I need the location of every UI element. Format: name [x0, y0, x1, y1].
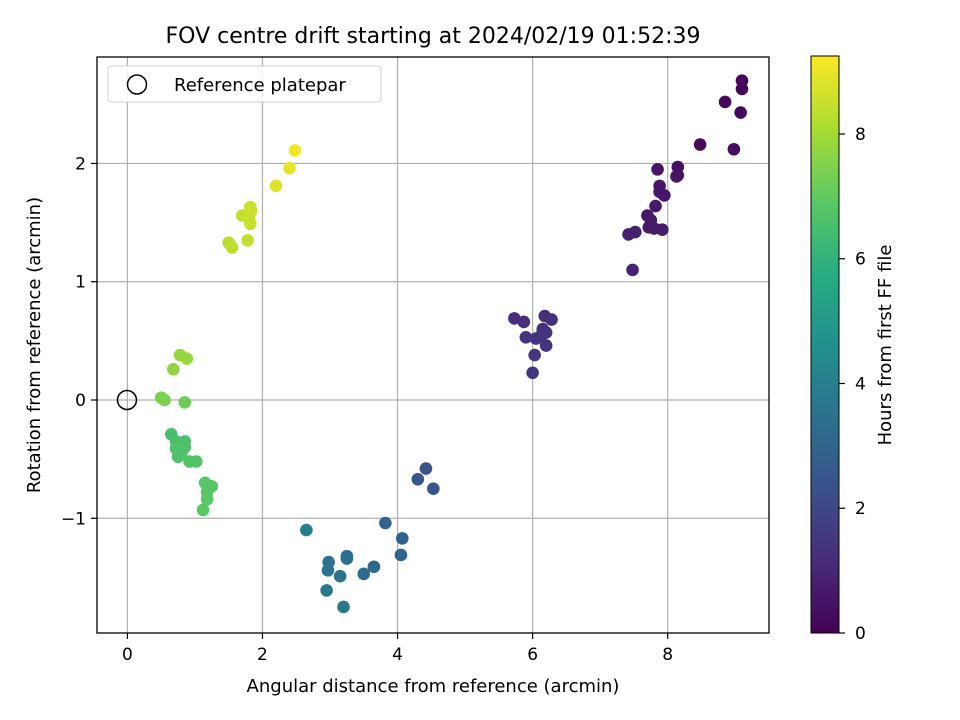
y-axis-label: Rotation from reference (arcmin): [24, 197, 45, 493]
y-axis-ticks: −1 0 1 2: [61, 154, 97, 529]
grid-lines: [97, 57, 769, 633]
data-point: [196, 503, 210, 517]
y-tick-label: 2: [75, 154, 86, 174]
colorbar-gradient: [810, 55, 840, 634]
data-point: [395, 532, 409, 545]
data-point: [427, 482, 440, 496]
data-point: [718, 95, 732, 109]
data-point: [244, 217, 257, 231]
data-point: [528, 348, 541, 362]
x-axis-label: Angular distance from reference (arcmin): [247, 676, 620, 697]
data-point: [320, 584, 333, 597]
data-point: [411, 472, 425, 486]
legend: Reference platepar: [107, 65, 382, 103]
y-tick-label: −1: [61, 509, 86, 529]
data-point: [283, 161, 296, 175]
data-point: [519, 331, 533, 344]
colorbar-tick-label: 2: [855, 499, 866, 519]
data-point: [649, 199, 662, 213]
data-point: [394, 548, 408, 562]
data-point: [419, 462, 433, 475]
x-tick-label: 0: [122, 645, 133, 665]
colorbar-ticks: 0 2 4 6 8: [839, 125, 866, 644]
data-point: [178, 396, 192, 409]
legend-marker-icon: [126, 74, 148, 95]
data-point: [167, 362, 180, 376]
x-tick-label: 2: [257, 645, 268, 665]
x-tick-label: 6: [527, 645, 538, 665]
colorbar-tick-label: 8: [855, 125, 866, 145]
plot-area-frame: [96, 56, 770, 634]
data-point: [337, 600, 350, 614]
data-point: [539, 339, 553, 352]
data-point: [734, 106, 747, 119]
data-point: [367, 560, 381, 574]
data-point: [651, 163, 664, 176]
data-point: [244, 204, 258, 218]
data-point: [171, 450, 185, 464]
data-point: [333, 569, 347, 583]
data-point: [526, 366, 539, 380]
reference-platepar-marker: [116, 389, 138, 411]
y-tick-label: 1: [75, 273, 86, 293]
data-point: [357, 567, 371, 581]
data-point: [200, 493, 214, 506]
colorbar: 0 2 4 6 8 Hours from first FF file: [810, 55, 896, 644]
data-point: [241, 234, 254, 247]
data-point: [269, 179, 283, 193]
data-point: [379, 516, 392, 530]
colorbar-label: Hours from first FF file: [875, 245, 896, 446]
data-point: [517, 315, 531, 329]
data-point: [158, 393, 171, 407]
chart-title: FOV centre drift starting at 2024/02/19 …: [166, 24, 701, 49]
data-point: [225, 241, 239, 254]
data-point: [727, 142, 741, 156]
data-point: [288, 144, 302, 157]
data-point: [670, 170, 683, 183]
data-point: [300, 523, 313, 537]
data-point: [321, 564, 335, 577]
data-point: [340, 552, 354, 565]
x-tick-label: 4: [392, 645, 403, 665]
data-point: [534, 329, 548, 343]
y-tick-label: 0: [75, 391, 86, 411]
data-point: [735, 82, 749, 96]
x-tick-label: 8: [662, 645, 673, 665]
data-point: [545, 313, 558, 326]
data-point: [693, 138, 707, 151]
legend-label: Reference platepar: [174, 75, 346, 96]
data-point: [189, 455, 203, 468]
data-point: [508, 312, 521, 325]
x-axis-ticks: 0 2 4 6 8: [122, 633, 673, 665]
colorbar-tick-label: 4: [855, 374, 866, 394]
data-points: [154, 74, 749, 614]
data-point: [658, 189, 671, 202]
data-point: [622, 228, 635, 241]
colorbar-tick-label: 0: [855, 624, 866, 644]
colorbar-tick-label: 6: [855, 250, 866, 270]
data-point: [626, 263, 639, 277]
legend-box: [107, 65, 382, 103]
data-point: [655, 223, 669, 236]
data-point: [180, 352, 194, 365]
